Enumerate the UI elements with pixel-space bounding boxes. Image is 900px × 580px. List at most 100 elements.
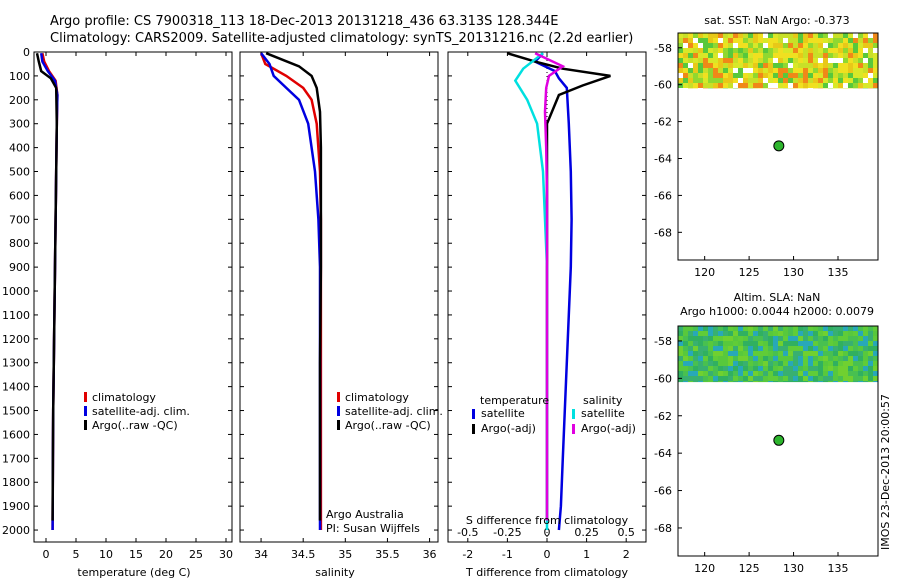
map-cell — [713, 53, 718, 58]
map-cell — [738, 58, 743, 63]
map-cell — [683, 366, 688, 371]
map-cell — [723, 68, 728, 73]
map-cell — [693, 351, 698, 356]
map-cell — [693, 58, 698, 63]
map-cell — [798, 43, 803, 48]
map-cell — [713, 48, 718, 53]
map-cell — [843, 326, 848, 331]
map-cell — [863, 53, 868, 58]
map-cell — [808, 38, 813, 43]
map-cell — [738, 376, 743, 381]
map-cell — [793, 48, 798, 53]
map-cell — [733, 341, 738, 346]
map-cell — [833, 331, 838, 336]
map-cell — [803, 63, 808, 68]
map-cell — [728, 371, 733, 376]
map-cell — [728, 73, 733, 78]
map-cell — [803, 326, 808, 331]
map-cell — [718, 43, 723, 48]
map-cell — [738, 68, 743, 73]
map-cell — [718, 371, 723, 376]
map-cell — [873, 351, 878, 356]
map-cell — [743, 53, 748, 58]
map-cell — [783, 63, 788, 68]
map-cell — [768, 371, 773, 376]
map-cell — [763, 376, 768, 381]
map-cell — [708, 356, 713, 361]
map-cell — [753, 341, 758, 346]
map-cell — [773, 38, 778, 43]
map-cell — [733, 336, 738, 341]
map-cell — [723, 63, 728, 68]
map-cell — [738, 33, 743, 38]
map-cell — [738, 53, 743, 58]
map-cell — [728, 48, 733, 53]
map-cell — [873, 33, 878, 38]
map-cell — [813, 366, 818, 371]
map-cell — [708, 53, 713, 58]
map-cell — [678, 371, 683, 376]
map-cell — [863, 33, 868, 38]
map-cell — [833, 366, 838, 371]
map-cell — [808, 326, 813, 331]
map-cell — [688, 341, 693, 346]
map-cell — [723, 53, 728, 58]
map-cell — [813, 371, 818, 376]
map-cell — [843, 33, 848, 38]
map-cell — [743, 341, 748, 346]
map-cell — [693, 33, 698, 38]
map-cell — [833, 78, 838, 83]
map-cell — [698, 366, 703, 371]
map-cell — [858, 73, 863, 78]
map-cell — [758, 346, 763, 351]
map-cell — [838, 346, 843, 351]
map-cell — [748, 326, 753, 331]
map-cell — [833, 68, 838, 73]
map-cell — [848, 43, 853, 48]
map-cell — [838, 366, 843, 371]
map-cell — [713, 361, 718, 366]
map-cell — [703, 381, 708, 383]
map-cell — [863, 38, 868, 43]
map-cell — [868, 366, 873, 371]
map-cell — [703, 43, 708, 48]
y-tick-label: 500 — [9, 166, 30, 179]
y-tick-label: 900 — [9, 261, 30, 274]
map-cell — [823, 371, 828, 376]
map-cell — [748, 341, 753, 346]
map-cell — [783, 361, 788, 366]
map-cell — [783, 33, 788, 38]
map-cell — [703, 58, 708, 63]
map-cell — [778, 356, 783, 361]
map-cell — [808, 366, 813, 371]
map-cell — [823, 351, 828, 356]
map-cell — [723, 336, 728, 341]
map-cell — [858, 38, 863, 43]
map-cell — [758, 381, 763, 383]
map-cell — [748, 371, 753, 376]
map-cell — [868, 356, 873, 361]
map-cell — [748, 78, 753, 83]
map-cell — [808, 33, 813, 38]
x-tick-label: 30 — [219, 548, 233, 561]
map-cell — [843, 73, 848, 78]
map-cell — [698, 58, 703, 63]
map-cell — [858, 351, 863, 356]
map-cell — [818, 366, 823, 371]
map-cell — [873, 361, 878, 366]
map-cell — [713, 63, 718, 68]
map-cell — [793, 68, 798, 73]
map-cell — [693, 336, 698, 341]
map-cell — [758, 38, 763, 43]
map-cell — [838, 83, 843, 88]
map-cell — [688, 366, 693, 371]
map-cell — [738, 326, 743, 331]
map-cell — [683, 33, 688, 38]
map-cell — [773, 48, 778, 53]
map-cell — [868, 48, 873, 53]
map-cell — [843, 366, 848, 371]
map-cell — [833, 351, 838, 356]
map-cell — [818, 371, 823, 376]
sst-map-title: sat. SST: NaN Argo: -0.373 — [704, 14, 849, 27]
map-cell — [753, 83, 758, 88]
